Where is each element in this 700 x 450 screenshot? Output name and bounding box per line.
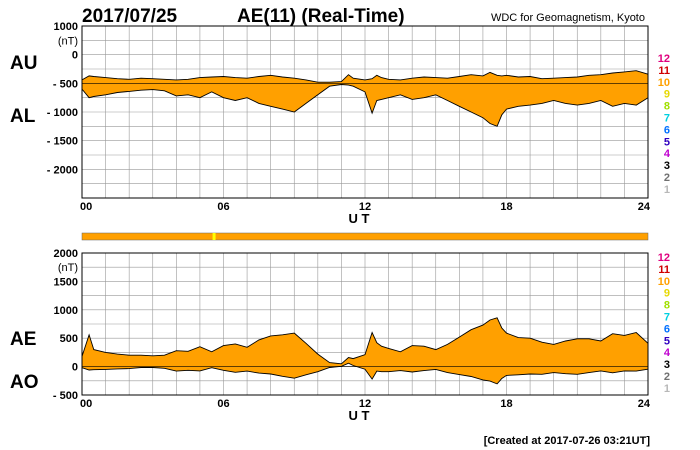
x-tick-label: 12: [359, 201, 371, 213]
y-tick-label: - 1000: [47, 107, 78, 119]
station-number-1: 1: [664, 383, 670, 395]
station-number-7: 7: [664, 312, 670, 324]
au-al-frame: [81, 25, 649, 199]
ae-ao-plot: [81, 317, 649, 385]
y-tick-label: 500: [60, 333, 78, 345]
y-tick-label: - 500: [53, 78, 78, 90]
source-label: WDC for Geomagnetism, Kyoto: [491, 12, 645, 24]
y-tick-label: 1000: [54, 21, 78, 33]
band-au-al: [82, 70, 648, 127]
station-number-2: 2: [664, 172, 670, 184]
x-tick-label: 12: [359, 398, 371, 410]
y-tick-label: 1500: [54, 276, 78, 288]
station-number-10: 10: [658, 276, 670, 288]
station-number-12: 12: [658, 252, 670, 264]
status-spot: [212, 233, 216, 240]
y-tick-label: - 1500: [47, 136, 78, 148]
station-number-3: 3: [664, 359, 670, 371]
data-status-bar: [81, 232, 649, 241]
created-timestamp: [Created at 2017-07-26 03:21UT]: [484, 435, 651, 447]
station-number-11: 11: [658, 264, 670, 276]
y-tick-label: - 500: [53, 390, 78, 402]
station-number-2: 2: [664, 371, 670, 383]
date-title: 2017/07/25: [82, 6, 178, 27]
x-axis-label: U T: [349, 211, 370, 226]
band-ae-ao: [82, 317, 648, 384]
unit-label: (nT): [58, 35, 78, 47]
series-line-ao: [81, 362, 649, 385]
station-number-12: 12: [658, 53, 670, 65]
ae-ao-frame: [81, 252, 649, 396]
plot-frame: [81, 25, 649, 199]
station-number-10: 10: [658, 77, 670, 89]
x-tick-label: 24: [638, 201, 651, 213]
series-line-au: [81, 70, 649, 83]
x-tick-label: 00: [80, 398, 92, 410]
station-number-9: 9: [664, 89, 670, 101]
side-label-upper: AE: [10, 329, 36, 350]
side-label-lower: AO: [10, 372, 39, 393]
station-number-9: 9: [664, 288, 670, 300]
side-label-upper: AU: [10, 53, 37, 74]
station-number-8: 8: [664, 101, 670, 113]
x-tick-label: 24: [638, 398, 651, 410]
series-line-al: [81, 84, 649, 127]
station-number-4: 4: [664, 148, 671, 160]
side-label-lower: AL: [10, 106, 36, 127]
x-tick-label: 00: [80, 201, 92, 213]
series-line-ae: [81, 317, 649, 365]
station-number-4: 4: [664, 347, 671, 359]
x-tick-label: 06: [217, 201, 229, 213]
chart-title: AE(11) (Real-Time): [237, 6, 405, 27]
x-axis-label: U T: [349, 408, 370, 423]
x-tick-label: 18: [500, 201, 512, 213]
status-bar-fill: [81, 232, 649, 241]
x-tick-label: 18: [500, 398, 512, 410]
unit-label: (nT): [58, 262, 78, 274]
station-number-5: 5: [664, 136, 670, 148]
station-number-6: 6: [664, 323, 670, 335]
y-tick-label: 0: [72, 362, 78, 374]
station-number-1: 1: [664, 184, 670, 196]
station-number-7: 7: [664, 113, 670, 125]
y-tick-label: 1000: [54, 305, 78, 317]
station-number-8: 8: [664, 300, 670, 312]
au-al-grid: [82, 26, 648, 198]
y-tick-label: 2000: [54, 248, 78, 260]
station-number-6: 6: [664, 124, 670, 136]
station-number-5: 5: [664, 335, 670, 347]
x-tick-label: 06: [217, 398, 229, 410]
station-number-3: 3: [664, 160, 670, 172]
station-number-11: 11: [658, 65, 670, 77]
au-al-plot: [81, 70, 649, 127]
y-tick-label: 0: [72, 50, 78, 62]
plot-frame: [81, 252, 649, 396]
y-tick-label: - 2000: [47, 164, 78, 176]
